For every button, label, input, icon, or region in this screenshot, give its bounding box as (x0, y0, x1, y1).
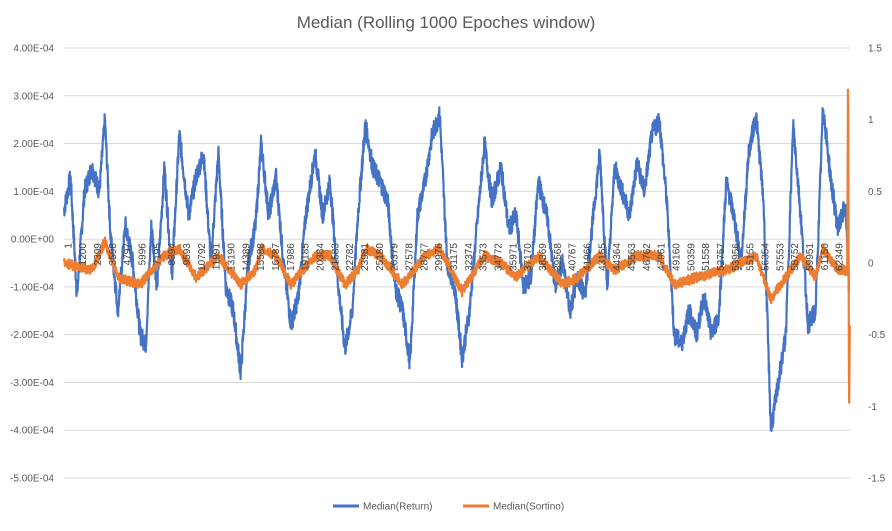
x-tick-label: 10792 (197, 243, 208, 271)
chart-title: Median (Rolling 1000 Epoches window) (297, 13, 596, 32)
left-tick-label: -2.00E-04 (10, 330, 54, 341)
x-tick-label: 53956 (731, 243, 742, 271)
x-tick-label: 56354 (760, 243, 771, 271)
x-tick-label: 19185 (301, 243, 312, 271)
left-tick-label: -1.00E-04 (10, 282, 54, 293)
legend: Median(Return) Median(Sortino) (333, 502, 564, 513)
x-tick-label: 4797 (123, 243, 134, 266)
x-tick-label: 49160 (672, 243, 683, 271)
x-tick-label: 21583 (330, 243, 341, 271)
x-tick-label: 59951 (805, 243, 816, 271)
left-axis-ticks: 4.00E-04 3.00E-04 2.00E-04 1.00E-04 0.00E+00… (10, 44, 54, 485)
x-tick-label: 40767 (568, 243, 579, 271)
legend-label: Median(Return) (363, 502, 432, 513)
x-tick-label: 25180 (375, 243, 386, 271)
x-tick-label: 17986 (286, 243, 297, 271)
x-tick-label: 41966 (583, 243, 594, 271)
x-tick-label: 3598 (108, 243, 119, 266)
left-tick-label: -4.00E-04 (10, 426, 54, 437)
right-axis-ticks: 1.5 1 0.5 0 -0.5 -1 -1.5 (868, 44, 886, 485)
x-tick-label: 7195 (152, 243, 163, 266)
right-tick-label: 1.5 (868, 44, 882, 55)
x-tick-label: 14389 (241, 243, 252, 271)
x-tick-label: 27578 (405, 243, 416, 271)
x-tick-label: 37170 (523, 243, 534, 271)
right-tick-label: -1 (868, 402, 877, 413)
legend-label: Median(Sortino) (493, 502, 564, 513)
x-tick-label: 43165 (597, 243, 608, 271)
x-tick-label: 51558 (701, 243, 712, 271)
x-tick-label: 33573 (479, 243, 490, 271)
series-lines (62, 88, 851, 432)
x-tick-label: 2399 (93, 243, 104, 266)
series-line-return (62, 106, 850, 432)
x-tick-label: 29976 (434, 243, 445, 271)
x-tick-label: 8394 (167, 243, 178, 266)
x-tick-label: 1200 (78, 243, 89, 266)
x-tick-label: 5996 (138, 243, 149, 266)
x-tick-label: 23981 (360, 243, 371, 271)
right-tick-label: -0.5 (868, 330, 886, 341)
x-tick-label: 16787 (271, 243, 282, 271)
x-tick-label: 52757 (716, 243, 727, 271)
left-tick-label: 0.00E+00 (11, 235, 55, 246)
left-tick-label: -3.00E-04 (10, 378, 54, 389)
x-tick-label: 50359 (686, 243, 697, 271)
left-tick-label: 1.00E-04 (13, 187, 54, 198)
x-tick-label: 55155 (746, 243, 757, 271)
left-tick-label: -5.00E-04 (10, 474, 54, 485)
left-tick-label: 4.00E-04 (13, 44, 54, 55)
x-tick-label: 34772 (494, 243, 505, 271)
left-tick-label: 3.00E-04 (13, 91, 54, 102)
x-tick-label: 58752 (790, 243, 801, 271)
x-tick-label: 39568 (553, 243, 564, 271)
x-tick-label: 22782 (345, 243, 356, 271)
x-tick-label: 44364 (612, 243, 623, 271)
x-tick-label: 9593 (182, 243, 193, 266)
right-tick-label: 0.5 (868, 187, 882, 198)
x-tick-label: 11991 (212, 243, 223, 271)
x-tick-label: 31175 (449, 243, 460, 271)
x-tick-label: 15588 (256, 243, 267, 271)
x-axis-ticks: 1 1200 2399 3598 4797 5996 7195 8394 9593 10792 11… (63, 243, 845, 271)
x-tick-label: 38369 (538, 243, 549, 271)
x-tick-label: 61150 (820, 243, 831, 271)
series-line-sortino (62, 88, 851, 404)
x-tick-label: 28777 (419, 243, 430, 271)
x-tick-label: 46762 (642, 243, 653, 271)
x-tick-label: 26379 (390, 243, 401, 271)
right-tick-label: -1.5 (868, 474, 886, 485)
left-tick-label: 2.00E-04 (13, 139, 54, 150)
x-tick-label: 20384 (316, 243, 327, 271)
x-tick-label: 62349 (835, 243, 846, 271)
x-tick-label: 32374 (464, 243, 475, 271)
right-tick-label: 1 (868, 115, 874, 126)
right-tick-label: 0 (868, 259, 874, 270)
x-tick-label: 45563 (627, 243, 638, 271)
x-tick-label: 35971 (508, 243, 519, 271)
x-tick-label: 47961 (657, 243, 668, 271)
x-tick-label: 13190 (227, 243, 238, 271)
x-tick-label: 1 (63, 243, 74, 249)
x-tick-label: 57553 (775, 243, 786, 271)
